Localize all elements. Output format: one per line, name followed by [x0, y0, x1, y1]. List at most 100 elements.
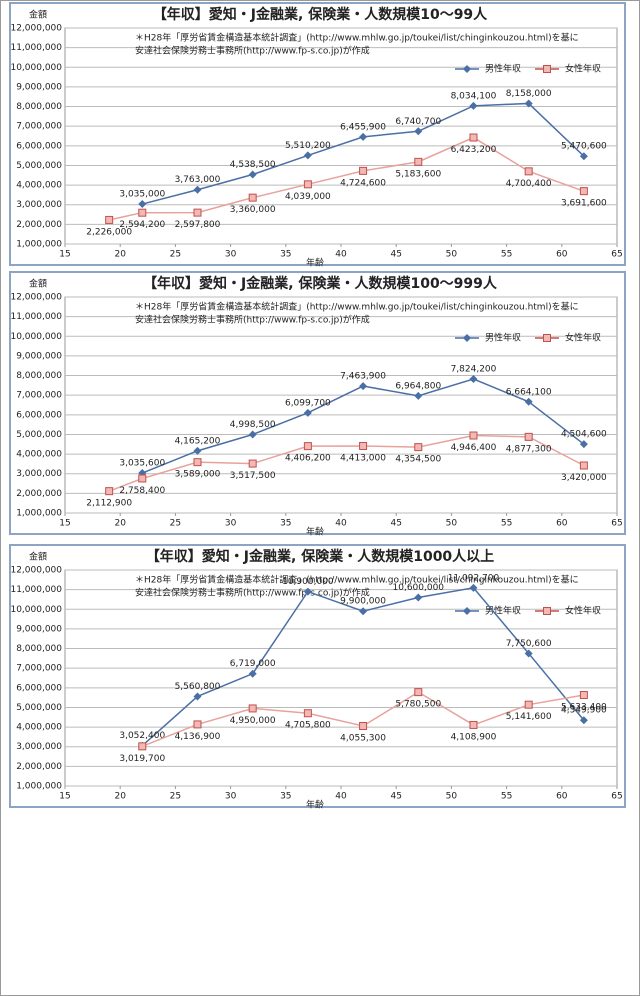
- x-tick-label: 15: [59, 792, 70, 802]
- legend-label: 男性年収: [485, 332, 521, 344]
- data-label: 10,900,000: [282, 577, 334, 587]
- x-tick-label: 40: [335, 519, 347, 529]
- x-tick-label: 50: [446, 250, 458, 260]
- data-label: 5,470,600: [561, 142, 607, 152]
- legend-marker: [463, 607, 471, 615]
- x-tick-label: 45: [390, 792, 401, 802]
- y-tick-label: 10,000,000: [10, 332, 62, 342]
- data-label: 2,112,900: [86, 499, 132, 509]
- marker: [359, 441, 368, 450]
- x-tick-label: 35: [280, 519, 291, 529]
- data-label: 6,719,000: [230, 659, 276, 669]
- marker: [579, 716, 588, 725]
- y-tick-label: 5,000,000: [16, 703, 62, 713]
- data-label: 4,504,600: [561, 430, 607, 440]
- data-label: 7,824,200: [451, 364, 497, 374]
- data-label: 7,463,900: [340, 372, 386, 382]
- marker: [359, 132, 368, 141]
- y-tick-label: 1,000,000: [16, 782, 62, 792]
- y-axis-label: 金額: [29, 9, 47, 21]
- y-tick-label: 6,000,000: [16, 141, 62, 151]
- marker: [138, 742, 147, 751]
- marker: [524, 167, 533, 176]
- marker: [248, 430, 257, 439]
- data-label: 4,413,000: [340, 453, 386, 463]
- data-label: 3,035,000: [119, 190, 165, 200]
- y-tick-label: 6,000,000: [16, 683, 62, 693]
- data-label: 4,700,400: [506, 179, 552, 189]
- y-tick-label: 8,000,000: [16, 644, 62, 654]
- note: ＊H28年「厚労省賃金構造基本統計調査」(http://www.mhlw.go.…: [135, 301, 579, 313]
- marker: [359, 722, 368, 731]
- marker: [414, 593, 423, 602]
- data-label: 3,517,500: [230, 471, 276, 481]
- data-label: 4,724,600: [340, 178, 386, 188]
- y-tick-label: 7,000,000: [16, 391, 62, 401]
- x-tick-label: 25: [170, 519, 181, 529]
- marker: [138, 474, 147, 483]
- data-label: 7,750,600: [506, 639, 552, 649]
- x-tick-label: 20: [114, 250, 126, 260]
- marker: [193, 446, 202, 455]
- x-tick-label: 15: [59, 250, 70, 260]
- plot-area: [64, 296, 618, 514]
- data-label: 4,538,500: [230, 160, 276, 170]
- y-tick-label: 2,000,000: [16, 220, 62, 230]
- x-tick-label: 35: [280, 250, 291, 260]
- note: ＊H28年「厚労省賃金構造基本統計調査」(http://www.mhlw.go.…: [135, 574, 579, 586]
- marker: [105, 487, 114, 496]
- x-tick-label: 50: [446, 519, 458, 529]
- data-label: 4,406,200: [285, 454, 331, 464]
- marker: [248, 170, 257, 179]
- marker: [579, 461, 588, 470]
- marker: [579, 187, 588, 196]
- data-label: 4,039,000: [285, 192, 331, 202]
- data-label: 6,964,800: [395, 381, 441, 391]
- data-label: 2,758,400: [119, 486, 165, 496]
- y-tick-label: 11,000,000: [10, 312, 62, 322]
- y-tick-label: 9,000,000: [16, 351, 62, 361]
- x-tick-label: 60: [556, 250, 568, 260]
- data-label: 3,360,000: [230, 205, 276, 215]
- y-tick-label: 4,000,000: [16, 181, 62, 191]
- legend-marker: [463, 65, 471, 73]
- marker: [469, 431, 478, 440]
- y-tick-label: 10,000,000: [10, 63, 62, 73]
- y-tick-label: 7,000,000: [16, 122, 62, 132]
- x-tick-label: 65: [611, 792, 622, 802]
- series-line: [108, 434, 585, 492]
- data-label: 6,099,700: [285, 398, 331, 408]
- data-label: 9,900,000: [340, 597, 386, 607]
- y-tick-label: 8,000,000: [16, 371, 62, 381]
- note: 安達社会保険労務士事務所(http://www.fp-s.co.jp)が作成: [135, 45, 370, 57]
- x-tick-label: 45: [390, 250, 401, 260]
- data-label: 10,600,000: [393, 583, 445, 593]
- data-label: 2,226,000: [86, 227, 132, 237]
- y-axis-label: 金額: [29, 278, 47, 290]
- note: 安達社会保険労務士事務所(http://www.fp-s.co.jp)が作成: [135, 587, 370, 599]
- data-label: 6,423,200: [451, 145, 497, 155]
- y-tick-label: 10,000,000: [10, 605, 62, 615]
- marker: [524, 432, 533, 441]
- data-label: 5,183,600: [395, 169, 441, 179]
- legend-label: 男性年収: [485, 605, 521, 617]
- data-label: 6,740,700: [395, 117, 441, 127]
- marker: [303, 151, 312, 160]
- y-tick-label: 12,000,000: [10, 566, 62, 576]
- y-tick-label: 12,000,000: [10, 24, 62, 34]
- marker: [469, 583, 478, 592]
- marker: [248, 193, 257, 202]
- marker: [524, 99, 533, 108]
- data-label: 4,946,400: [451, 443, 497, 453]
- legend-marker: [543, 65, 551, 73]
- note: ＊H28年「厚労省賃金構造基本統計調査」(http://www.mhlw.go.…: [135, 32, 579, 44]
- y-tick-label: 1,000,000: [16, 240, 62, 250]
- x-tick-label: 30: [225, 250, 237, 260]
- x-tick-label: 20: [114, 519, 126, 529]
- y-tick-label: 9,000,000: [16, 82, 62, 92]
- y-axis-label: 金額: [29, 551, 47, 563]
- marker: [414, 157, 423, 166]
- data-label: 5,780,500: [395, 700, 441, 710]
- x-tick-label: 20: [114, 792, 126, 802]
- data-label: 4,950,000: [230, 716, 276, 726]
